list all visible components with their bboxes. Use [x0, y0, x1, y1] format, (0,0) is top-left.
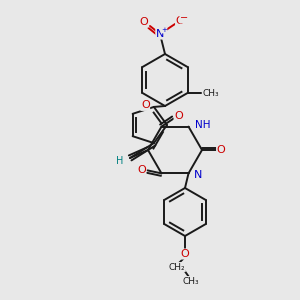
Text: N: N — [156, 29, 164, 39]
Text: O: O — [140, 17, 148, 27]
Text: O: O — [137, 165, 146, 176]
Text: O: O — [174, 111, 183, 121]
Text: CH₂: CH₂ — [169, 262, 185, 272]
Text: H: H — [116, 156, 124, 166]
Text: CH₃: CH₃ — [183, 277, 199, 286]
Text: +: + — [161, 27, 167, 33]
Text: NH: NH — [196, 120, 211, 130]
Text: CH₃: CH₃ — [202, 88, 219, 98]
Text: O: O — [181, 249, 189, 259]
Text: O: O — [176, 16, 184, 26]
Text: −: − — [180, 13, 188, 23]
Text: O: O — [217, 145, 225, 155]
Text: O: O — [141, 100, 150, 110]
Text: N: N — [194, 170, 202, 180]
